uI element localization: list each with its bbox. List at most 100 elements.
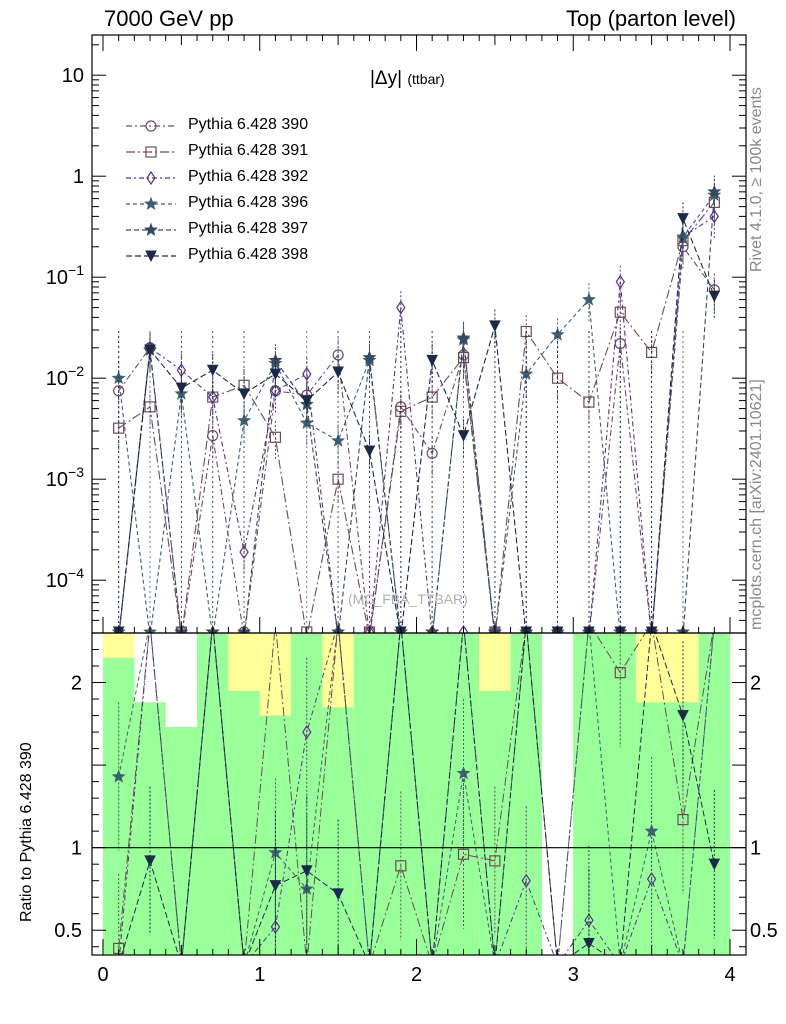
legend-swatch-0 [126, 120, 176, 132]
ratio-point-3-7 [332, 888, 344, 901]
data-point-5-10 [426, 354, 438, 367]
data-point-5-2 [175, 382, 188, 395]
data-point-5-8 [363, 445, 376, 458]
legend-swatch-2 [126, 170, 176, 186]
ratio-line-1 [119, 633, 714, 955]
data-point-1-5 [269, 431, 282, 443]
ratio-axis-label: Ratio to Pythia 6.428 390 [18, 742, 35, 922]
data-point-3-4 [237, 413, 252, 427]
legend-label-2: Pythia 6.428 392 [188, 168, 309, 185]
ratio-band-green-10 [510, 633, 542, 955]
ratio-point-1-13 [521, 873, 531, 888]
y-tick-label-0: 10 [62, 65, 84, 87]
data-point-1-14 [551, 372, 564, 384]
ratio-series-3 [121, 633, 721, 955]
series-5 [112, 202, 721, 633]
data-point-5-7 [332, 366, 344, 379]
ratio-tick-label-left-1: 1 [71, 838, 82, 860]
data-point-4-11 [456, 330, 471, 344]
x-tick-label-4: 4 [724, 964, 735, 986]
data-point-2-5 [270, 383, 281, 398]
legend-marker-3 [144, 196, 158, 210]
data-point-2-19 [709, 209, 720, 224]
plot-title-main: |Δy| [370, 68, 403, 89]
legend-swatch-1 [126, 146, 176, 158]
zero-point-2-11 [458, 624, 469, 633]
data-point-5-3 [206, 364, 219, 377]
data-point-0-16 [614, 338, 626, 350]
ratio-point-2-17 [644, 823, 659, 838]
x-tick-label-2: 2 [411, 964, 422, 986]
y-tick-label-2: 10−1 [46, 262, 84, 289]
legend-label-0: Pythia 6.428 390 [188, 116, 309, 133]
data-point-5-4 [238, 388, 250, 400]
data-point-5-6 [300, 395, 313, 407]
data-point-2-4 [239, 544, 249, 560]
ratio-point-0-11 [457, 848, 470, 860]
data-point-2-3 [208, 390, 218, 405]
x-tick-label-0: 0 [97, 964, 108, 986]
ratio-point-2-11 [456, 766, 471, 780]
x-tick-label-3: 3 [568, 964, 579, 986]
legend-marker-1 [145, 146, 157, 158]
ratio-point-1-6 [302, 724, 312, 740]
ratio-point-3-19 [708, 858, 721, 871]
header-beam-label: 7000 GeV pp [104, 6, 234, 31]
ratio-tick-label-left-2: 0.5 [54, 920, 82, 942]
y-tick-label-4: 10−3 [46, 464, 84, 491]
analysis-watermark: (MC_FBA_TTBAR) [348, 591, 468, 607]
mcplots-reference-note: mcplots.cern.ch [arXiv:2401.10621] [748, 379, 765, 630]
data-point-5-18 [677, 213, 689, 225]
legend-marker-0 [145, 120, 157, 132]
legend-entry-4: Pythia 6.428 397 [124, 218, 364, 244]
data-point-5-5 [269, 368, 282, 381]
y-tick-label-5: 10−4 [46, 565, 84, 592]
legend-entry-2: Pythia 6.428 392 [124, 166, 364, 192]
plot-title-sub: (ttbar) [407, 71, 445, 87]
legend-marker-2 [146, 170, 156, 186]
ratio-point-2-6 [299, 881, 314, 895]
ratio-band-green-12 [635, 702, 699, 955]
data-point-1-7 [332, 473, 344, 485]
data-point-5-19 [708, 290, 721, 303]
legend-swatch-4 [126, 222, 176, 236]
data-point-3-7 [331, 433, 346, 447]
ratio-frame [91, 632, 747, 956]
ratio-band-green-11 [573, 633, 636, 955]
legend-label-5: Pythia 6.428 398 [188, 246, 309, 263]
ratio-point-2-0 [111, 769, 126, 783]
legend-label-4: Pythia 6.428 397 [188, 220, 309, 237]
legend-label-1: Pythia 6.428 391 [188, 142, 309, 159]
ratio-point-0-16 [614, 667, 626, 679]
legend-marker-5 [145, 250, 157, 263]
legend-entry-1: Pythia 6.428 391 [124, 140, 364, 166]
data-point-2-9 [396, 300, 406, 315]
ratio-tick-label-right-0: 2 [750, 673, 761, 695]
ratio-band-green-3 [197, 633, 229, 955]
ratio-series-group [111, 633, 721, 955]
y-tick-label-3: 10−2 [46, 363, 84, 390]
legend-swatch-5 [126, 250, 176, 263]
ratio-tick-label-left-0: 2 [71, 673, 82, 695]
ratio-band-green-7 [322, 707, 354, 955]
data-point-4-19 [707, 184, 722, 198]
ratio-point-0-18 [677, 813, 689, 826]
data-point-1-16 [614, 306, 626, 318]
ratio-point-3-1 [144, 855, 156, 867]
legend-label-3: Pythia 6.428 396 [188, 194, 309, 211]
data-point-5-1 [144, 344, 156, 357]
ratio-band-green-2 [165, 727, 198, 955]
ratio-point-3-5 [269, 880, 282, 892]
series-line-2 [118, 215, 715, 633]
legend-entry-3: Pythia 6.428 396 [124, 192, 364, 218]
legend: Pythia 6.428 390 Pythia 6.428 391 Pythia 6… [124, 114, 364, 270]
header-process-label: Top (parton level) [566, 6, 736, 31]
ratio-point-0-12 [489, 855, 501, 867]
legend-entry-5: Pythia 6.428 398 [124, 244, 364, 270]
data-point-5-12 [489, 320, 501, 332]
data-point-4-8 [362, 350, 377, 364]
zero-point-2-8 [364, 624, 375, 633]
data-point-2-6 [302, 366, 312, 382]
plot-title: |Δy| (ttbar) [370, 68, 445, 90]
ratio-line-3 [121, 633, 715, 955]
